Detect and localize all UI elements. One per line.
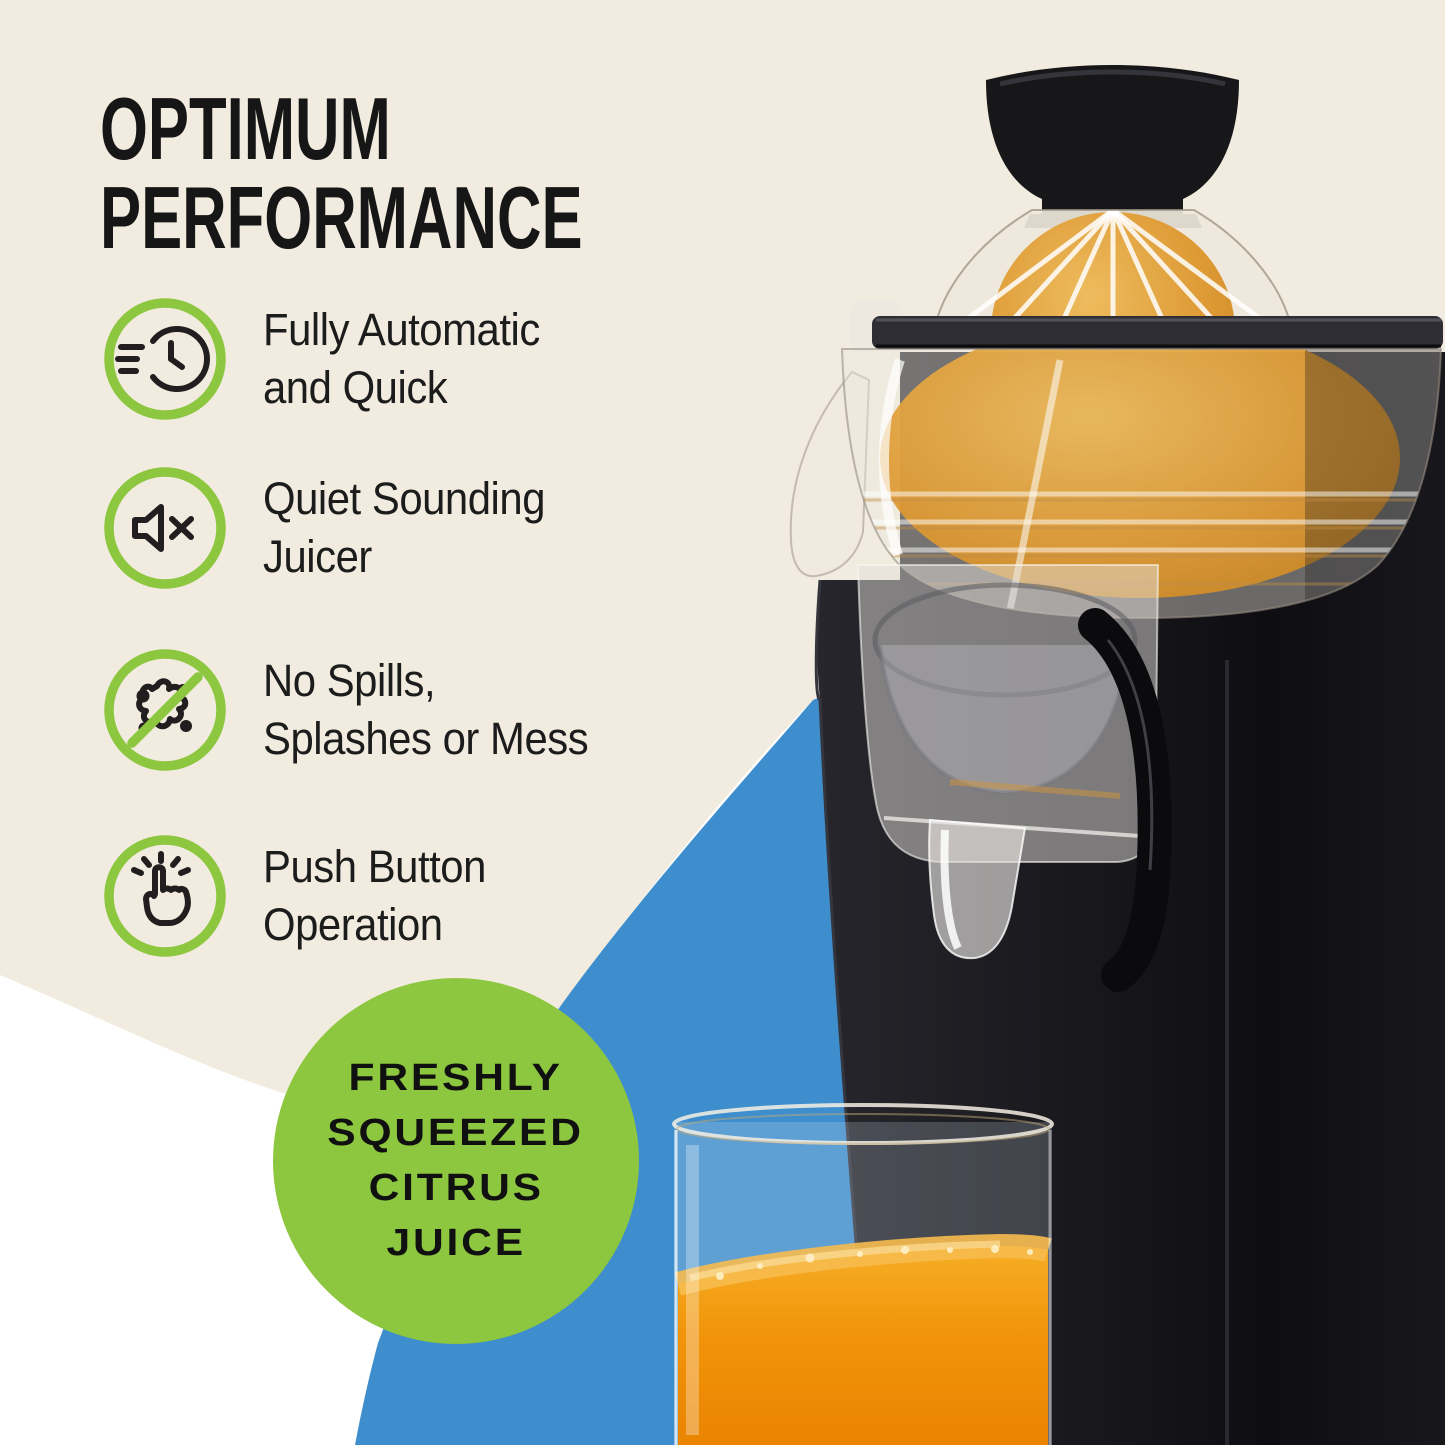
juicer-ring	[850, 300, 1443, 352]
juice-spout	[928, 818, 1027, 960]
badge-line: SQUEEZED	[327, 1112, 585, 1154]
juice-bubbles	[716, 1245, 1033, 1280]
juicer-cap	[986, 65, 1239, 228]
feature-label: Quiet Sounding Juicer	[263, 473, 546, 582]
feature-row-no-spills: No Spills, Splashes or Mess	[103, 648, 613, 772]
feature-row-push-button: Push Button Operation	[103, 834, 503, 958]
juice-glass	[672, 1103, 1054, 1445]
no-splash-icon	[104, 649, 226, 771]
muted-speaker-icon	[104, 467, 226, 589]
speed-clock-icon	[104, 298, 226, 420]
orange-juice	[678, 1246, 1048, 1445]
orange-fruit-top	[991, 212, 1235, 332]
page-title: OPTIMUM PERFORMANCE	[100, 84, 583, 262]
feature-label: No Spills, Splashes or Mess	[263, 655, 589, 764]
badge-line: FRESHLY	[348, 1057, 564, 1099]
orange-fruit	[880, 349, 1400, 598]
juice-collector	[856, 564, 1160, 863]
feature-label: Push Button Operation	[263, 841, 486, 950]
juicer-arm	[1078, 608, 1172, 992]
feature-row-quiet: Quiet Sounding Juicer	[103, 466, 566, 590]
feature-label: Fully Automatic and Quick	[263, 304, 540, 413]
badge-line: CITRUS	[368, 1167, 544, 1209]
feature-row-fully-automatic: Fully Automatic and Quick	[103, 297, 561, 421]
title-line-2: PERFORMANCE	[100, 168, 583, 267]
freshly-squeezed-badge: FRESHLY SQUEEZED CITRUS JUICE	[273, 978, 639, 1344]
push-button-icon	[104, 835, 226, 957]
title-line-1: OPTIMUM	[100, 79, 391, 178]
juicer-left-tab	[789, 370, 871, 578]
badge-line: JUICE	[386, 1222, 526, 1264]
